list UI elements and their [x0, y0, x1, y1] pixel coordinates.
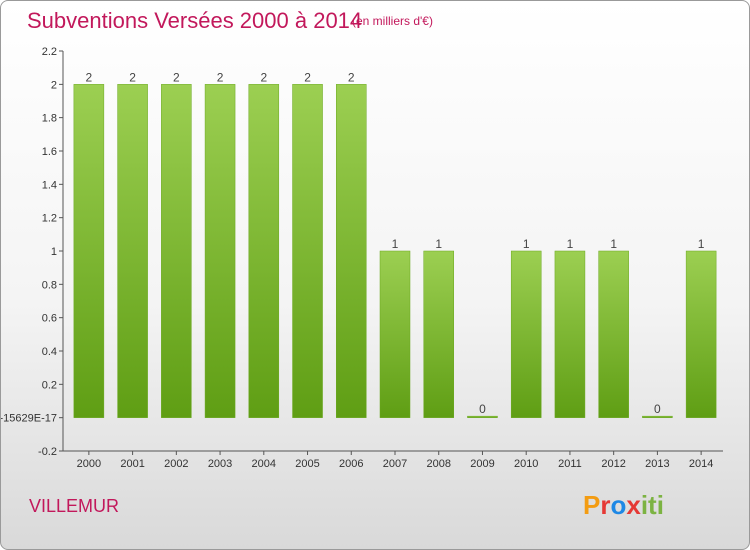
bar	[642, 415, 673, 418]
bar	[204, 84, 236, 418]
bar	[292, 84, 323, 418]
bar	[554, 250, 586, 418]
location-name: VILLEMUR	[29, 496, 120, 516]
y-tick-label: 2	[51, 79, 57, 91]
data-label: 2	[217, 70, 224, 84]
data-label: 2	[260, 70, 267, 84]
y-tick-label: 1.4	[42, 179, 57, 191]
bar	[73, 84, 105, 418]
y-tick-label: 1.6	[42, 146, 57, 158]
y-tick-label: 0.6	[42, 313, 57, 325]
x-tick-label: 2005	[295, 458, 319, 470]
y-tick-label: 0.8	[42, 279, 57, 291]
data-label: 1	[435, 237, 442, 251]
bar	[598, 250, 629, 418]
x-tick-label: 2011	[558, 458, 582, 470]
proxiti-logo[interactable]: Proxiti	[583, 490, 664, 521]
logo-letters-iti: iti	[640, 490, 664, 520]
data-label: 1	[392, 237, 399, 251]
x-tick-label: 2001	[120, 458, 144, 470]
data-label: 2	[129, 70, 136, 84]
bar	[117, 84, 148, 418]
data-label: 1	[567, 237, 574, 251]
bar	[379, 250, 411, 418]
chart-subtitle: (en milliers d'€)	[352, 14, 433, 28]
data-label: 2	[173, 70, 180, 84]
bar	[336, 84, 367, 418]
x-tick-label: 2013	[645, 458, 669, 470]
chart-title: Subventions Versées 2000 à 2014	[27, 8, 363, 33]
y-tick-label: 2.2	[42, 46, 57, 58]
x-tick-label: 2014	[689, 458, 713, 470]
y-tick-label: 0.2	[42, 379, 57, 391]
x-tick-label: 2009	[470, 458, 494, 470]
y-tick-label: 0.4	[42, 346, 57, 358]
x-tick-label: 2007	[383, 458, 407, 470]
data-label: 0	[479, 402, 486, 416]
logo-letter-r: r	[600, 490, 611, 520]
x-tick-label: 2010	[514, 458, 538, 470]
y-tick-label: 1	[51, 246, 57, 258]
x-tick-label: 2004	[252, 458, 276, 470]
x-tick-label: 2002	[164, 458, 188, 470]
x-tick-label: 2006	[339, 458, 363, 470]
data-label: 0	[654, 402, 661, 416]
x-tick-label: 2000	[77, 458, 101, 470]
bar	[248, 84, 280, 418]
y-tick-label: 1.8	[42, 113, 57, 125]
y-tick-label: -0.2	[38, 446, 57, 458]
bar	[423, 250, 454, 418]
bar	[510, 250, 542, 418]
bar	[467, 415, 498, 418]
bar	[685, 250, 717, 418]
y-tick-label: -15629E-17	[1, 413, 57, 425]
logo-letter-p: P	[583, 490, 601, 520]
data-label: 2	[348, 70, 355, 84]
bar	[161, 84, 192, 418]
logo-letter-o: o	[610, 490, 627, 520]
data-label: 1	[523, 237, 530, 251]
data-label: 1	[610, 237, 617, 251]
data-label: 2	[86, 70, 93, 84]
logo-letter-x: x	[626, 490, 641, 520]
data-label: 2	[304, 70, 311, 84]
y-tick-label: 1.2	[42, 213, 57, 225]
x-tick-label: 2012	[601, 458, 625, 470]
data-label: 1	[698, 237, 705, 251]
x-tick-label: 2008	[426, 458, 450, 470]
x-tick-label: 2003	[208, 458, 232, 470]
